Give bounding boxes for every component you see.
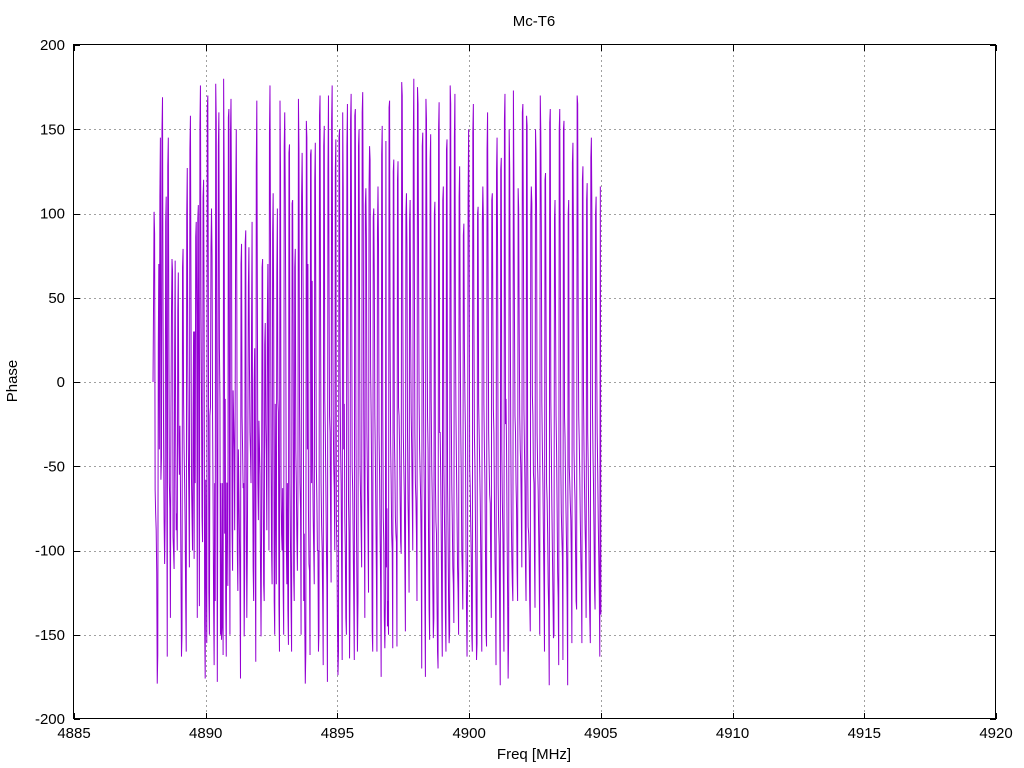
y-tick-label: -100 — [35, 543, 65, 560]
axis-ticks — [74, 45, 997, 720]
x-tick-label: 4890 — [189, 725, 222, 742]
plot-frame — [73, 44, 996, 719]
y-tick-label: 200 — [40, 37, 65, 54]
y-tick-label: -150 — [35, 627, 65, 644]
x-axis-title: Freq [MHz] — [497, 746, 571, 763]
chart-title: Mc-T6 — [513, 13, 556, 30]
series-layer — [152, 78, 602, 686]
y-tick-labels: -200 -150 -100 -50 0 50 100 150 200 — [35, 37, 65, 728]
phase-series-line — [152, 78, 602, 686]
y-tick-label: 150 — [40, 121, 65, 138]
x-tick-label: 4885 — [57, 725, 90, 742]
x-tick-label: 4920 — [979, 725, 1012, 742]
y-tick-label: -200 — [35, 711, 65, 728]
x-tick-label: 4900 — [452, 725, 485, 742]
x-tick-labels: 4885 4890 4895 4900 4905 4910 4915 4920 — [57, 725, 1012, 742]
y-tick-label: 100 — [40, 206, 65, 223]
y-tick-label: 0 — [57, 374, 65, 391]
x-tick-label: 4895 — [321, 725, 354, 742]
x-tick-label: 4910 — [716, 725, 749, 742]
x-tick-label: 4905 — [584, 725, 617, 742]
y-tick-label: -50 — [43, 458, 65, 475]
y-tick-label: 50 — [48, 290, 65, 307]
x-tick-label: 4915 — [848, 725, 881, 742]
y-axis-title: Phase — [4, 360, 21, 403]
